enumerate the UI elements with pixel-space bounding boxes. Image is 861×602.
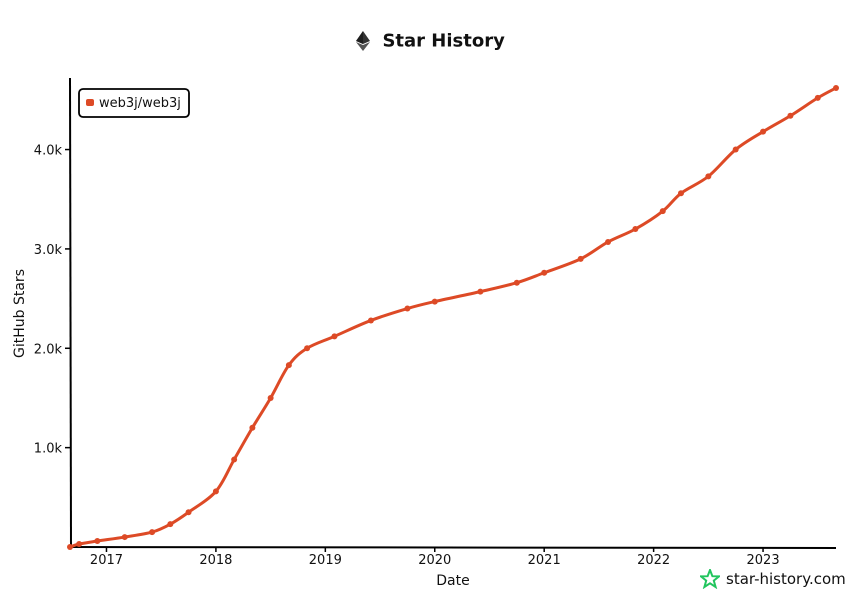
x-tick-label: 2020 bbox=[418, 553, 451, 568]
data-point bbox=[541, 269, 548, 276]
data-point bbox=[787, 112, 794, 119]
legend-box bbox=[78, 88, 190, 118]
ticks: 2017 2018 2019 2020 2021 2022 2023 1.0k 2.0k 3.0k… bbox=[34, 144, 780, 568]
star-history-logo-icon bbox=[700, 569, 720, 589]
data-point bbox=[76, 541, 83, 548]
x-tick-label: 2022 bbox=[637, 553, 670, 568]
chart-title-text: Star History bbox=[382, 30, 505, 52]
x-axis-line bbox=[69, 546, 837, 549]
data-point bbox=[285, 362, 292, 369]
data-point bbox=[677, 190, 684, 197]
x-axis-title: Date bbox=[436, 573, 469, 589]
data-point bbox=[331, 333, 338, 340]
data-point bbox=[231, 456, 238, 463]
data-point bbox=[705, 173, 712, 180]
chart-title: Star History bbox=[0, 30, 861, 52]
data-point bbox=[477, 288, 484, 295]
data-point bbox=[513, 279, 520, 286]
data-point bbox=[367, 317, 374, 324]
data-point bbox=[814, 94, 821, 101]
y-tick-label: 2.0k bbox=[34, 342, 63, 357]
data-point bbox=[121, 534, 128, 541]
x-tick-label: 2021 bbox=[528, 553, 561, 568]
ethereum-icon bbox=[356, 31, 371, 51]
brand-watermark[interactable]: star-history.com bbox=[700, 569, 846, 589]
data-point bbox=[149, 529, 156, 536]
data-point bbox=[833, 84, 839, 91]
axes bbox=[69, 77, 837, 549]
series-line bbox=[68, 86, 838, 549]
y-axis-line bbox=[69, 77, 72, 548]
data-point bbox=[732, 146, 739, 153]
y-axis-title: GitHub Stars bbox=[12, 269, 28, 358]
legend-swatch bbox=[86, 99, 94, 106]
brand-text: star-history.com bbox=[726, 570, 846, 588]
data-point bbox=[167, 521, 174, 528]
series-layer bbox=[67, 84, 839, 550]
y-tick-label: 1.0k bbox=[34, 442, 63, 457]
data-point bbox=[212, 488, 219, 495]
x-tick-label: 2018 bbox=[199, 553, 232, 568]
data-point bbox=[304, 345, 311, 352]
data-point bbox=[632, 226, 639, 233]
data-point bbox=[185, 509, 192, 516]
data-point bbox=[431, 298, 438, 305]
x-tick-label: 2019 bbox=[309, 553, 342, 568]
data-point bbox=[760, 128, 767, 135]
data-point bbox=[67, 544, 73, 550]
x-tick-label: 2017 bbox=[90, 553, 123, 568]
x-tick-label: 2023 bbox=[747, 553, 780, 568]
data-point bbox=[605, 238, 612, 245]
data-point bbox=[404, 305, 411, 312]
data-point bbox=[267, 394, 274, 401]
data-point bbox=[249, 424, 256, 431]
data-point bbox=[94, 538, 101, 545]
data-point bbox=[577, 255, 584, 262]
data-point bbox=[659, 208, 666, 215]
legend-label: web3j/web3j bbox=[99, 96, 181, 111]
legend: web3j/web3j bbox=[78, 88, 190, 118]
y-tick-label: 4.0k bbox=[34, 144, 63, 159]
y-tick-label: 3.0k bbox=[34, 243, 63, 258]
